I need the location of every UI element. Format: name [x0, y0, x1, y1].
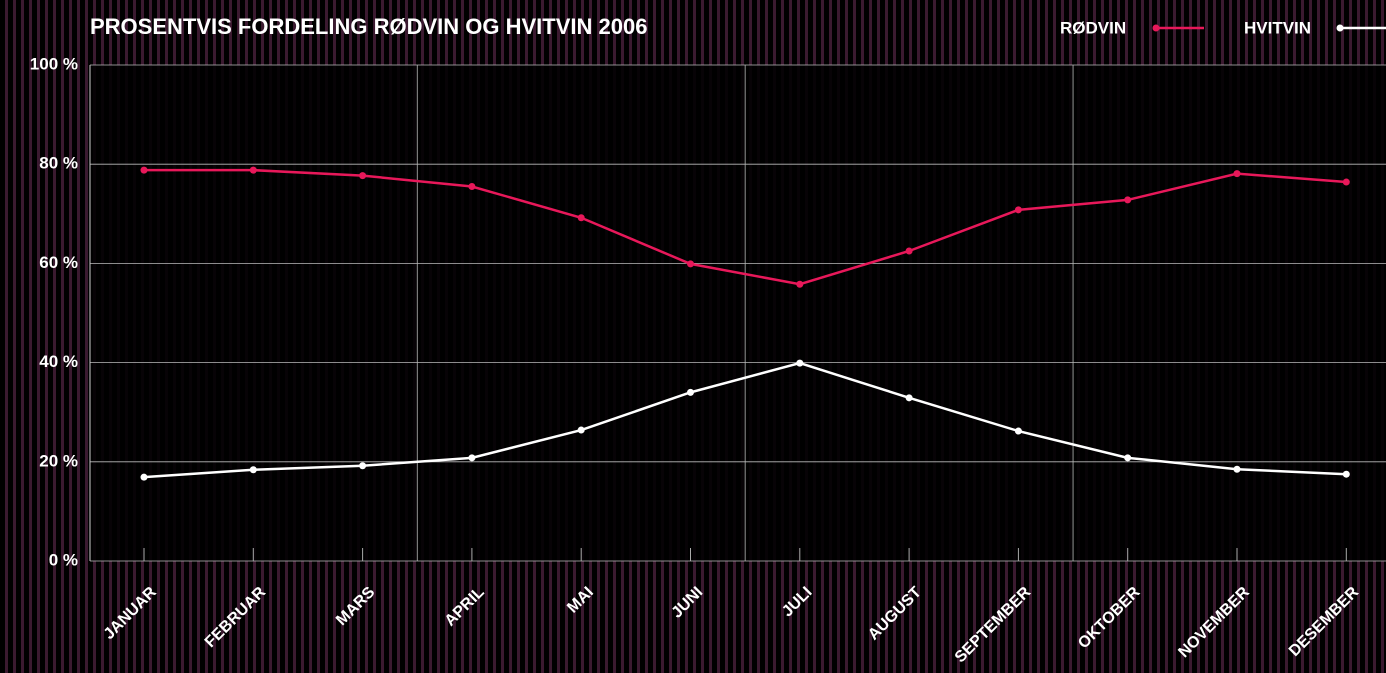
point	[577, 426, 585, 434]
x-tick-label: SEPTEMBER	[952, 583, 1035, 666]
chart-title: PROSENTVIS FORDELING RØDVIN OG HVITVIN 2…	[90, 14, 647, 39]
x-tick-label: JUNI	[669, 584, 707, 622]
point	[1233, 465, 1241, 473]
x-tick-label: NOVEMBER	[1175, 583, 1253, 661]
point	[359, 462, 367, 470]
x-tick-label: OKTOBER	[1075, 583, 1144, 652]
point	[1342, 178, 1350, 186]
x-tick-label: FEBRUAR	[202, 583, 270, 651]
point	[796, 280, 804, 288]
line-series	[143, 361, 1347, 479]
x-tick-label: APRIL	[442, 584, 488, 630]
point	[1233, 170, 1241, 178]
point	[796, 359, 804, 367]
y-tick-label: 80 %	[39, 154, 78, 173]
point	[359, 172, 367, 180]
point	[1014, 427, 1022, 435]
plot-area	[90, 65, 1386, 561]
x-tick-label: MARS	[333, 584, 379, 630]
point	[905, 394, 913, 402]
y-tick-label: 40 %	[39, 352, 78, 371]
legend-label: RØDVIN	[1060, 18, 1126, 37]
point	[1014, 206, 1022, 214]
x-tick-label: AUGUST	[865, 584, 925, 644]
point	[249, 466, 257, 474]
x-tick-label: DESEMBER	[1286, 583, 1362, 659]
legend-dot	[1152, 24, 1160, 32]
point	[140, 166, 148, 174]
point	[1124, 454, 1132, 462]
point	[687, 260, 694, 268]
y-tick-label: 0 %	[49, 550, 78, 569]
point	[577, 214, 585, 222]
point	[1124, 196, 1132, 204]
y-tick-label: 20 %	[39, 451, 78, 470]
point	[1342, 470, 1350, 478]
y-tick-label: 60 %	[39, 253, 78, 272]
x-tick-label: JANUAR	[101, 583, 160, 642]
legend-dot	[1336, 24, 1344, 32]
point	[687, 388, 694, 396]
point	[140, 473, 148, 481]
point	[905, 247, 913, 255]
point	[249, 166, 257, 174]
point	[468, 183, 476, 191]
legend-label: HVITVIN	[1244, 18, 1311, 37]
y-tick-label: 100 %	[30, 54, 78, 73]
line-series	[144, 168, 1347, 286]
x-tick-label: JULI	[779, 584, 816, 621]
x-tick-label: MAI	[564, 584, 597, 617]
point	[468, 454, 476, 462]
